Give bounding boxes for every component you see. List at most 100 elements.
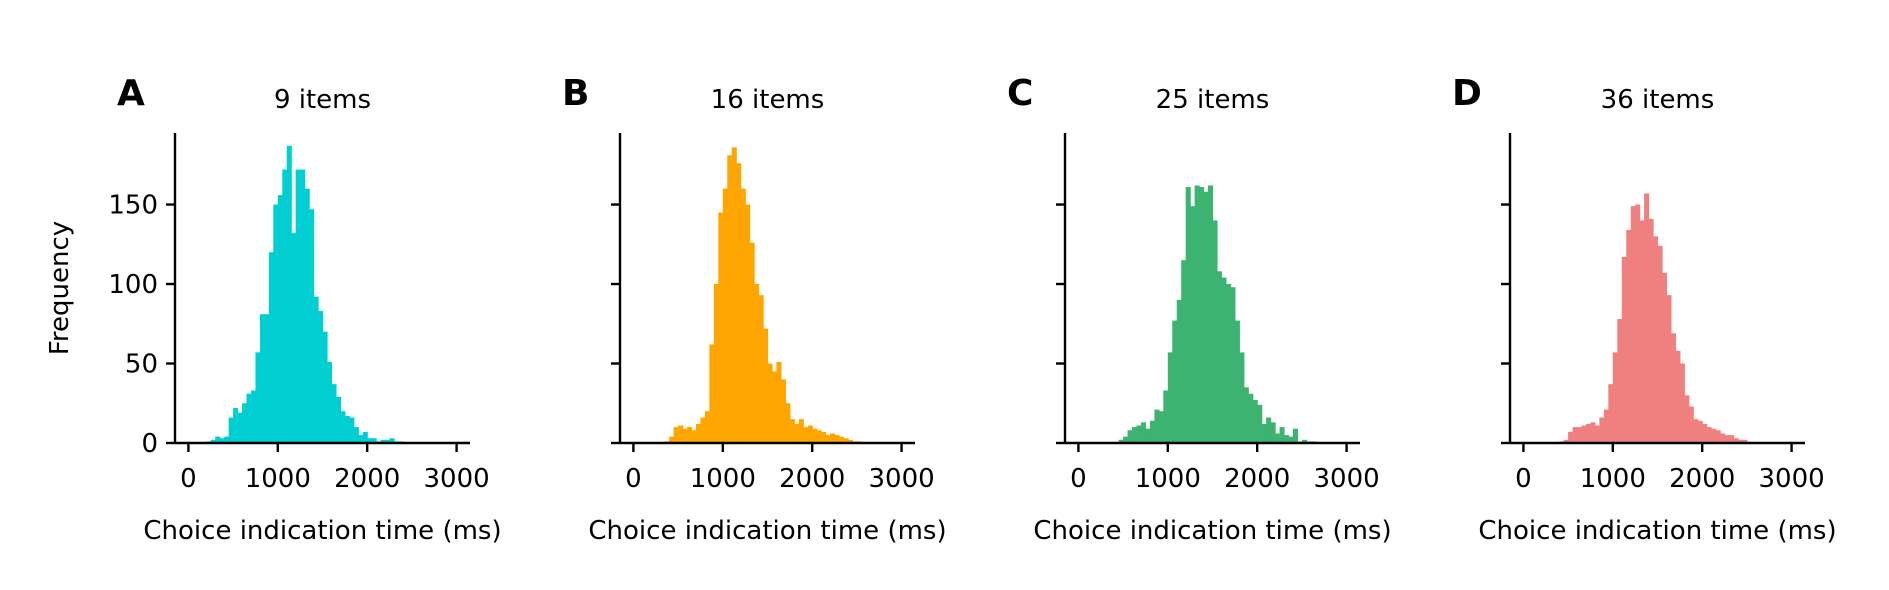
histogram-bar	[691, 430, 697, 443]
histogram-bar	[318, 311, 324, 443]
histogram-bar	[722, 188, 728, 443]
histogram-bar	[1697, 420, 1703, 443]
histogram-bar	[789, 419, 795, 443]
histogram-bar	[1670, 333, 1676, 443]
histogram-bar	[794, 423, 800, 443]
histogram-bar	[727, 155, 733, 443]
x-tick-label: 2000	[334, 464, 400, 494]
histogram-bar	[1702, 423, 1708, 443]
histogram-bar	[1154, 409, 1160, 443]
x-tick-label: 2000	[1669, 464, 1735, 494]
histogram-bar	[1635, 204, 1641, 443]
histogram-bar	[1630, 206, 1636, 443]
histogram-bar	[268, 252, 274, 443]
histogram-bar	[1172, 320, 1178, 443]
histogram-bar	[242, 403, 248, 443]
histogram-bar	[763, 328, 769, 443]
histogram-bar	[1742, 439, 1748, 443]
histogram-bar	[353, 427, 359, 443]
x-axis-label: Choice indication time (ms)	[143, 516, 501, 546]
panel-title: 36 items	[1601, 85, 1715, 115]
histogram-bar	[1733, 438, 1739, 443]
y-axis-label: Frequency	[45, 221, 75, 355]
panel-title: 16 items	[711, 85, 825, 115]
histogram-bar	[745, 204, 751, 443]
panel-letter: C	[1007, 73, 1033, 114]
histogram-bar	[749, 242, 755, 443]
histogram-bar	[300, 169, 306, 444]
histogram-bars	[1118, 185, 1316, 443]
x-tick-label: 3000	[1314, 464, 1380, 494]
histogram-bar	[322, 331, 328, 443]
histogram-bar	[1711, 428, 1717, 443]
histogram-bar	[255, 352, 261, 443]
histogram-bar	[687, 427, 693, 443]
histogram-bar	[834, 435, 840, 443]
histogram-bar	[224, 436, 230, 443]
histogram-bar	[282, 169, 288, 444]
x-tick-label: 0	[180, 464, 197, 494]
histogram-bar	[309, 209, 315, 443]
y-tick-label: 150	[108, 191, 158, 221]
histogram-bar	[807, 425, 813, 443]
histogram-bar	[803, 427, 809, 443]
histogram-bar	[1257, 404, 1263, 443]
histogram-bar	[798, 419, 804, 443]
x-tick-label: 1000	[245, 464, 311, 494]
histogram-bar	[1158, 411, 1164, 443]
histogram-bar	[812, 428, 818, 443]
histogram-bar	[682, 428, 688, 443]
histogram-bar	[718, 212, 724, 443]
histogram-bar	[326, 361, 333, 443]
histogram-bar	[237, 412, 243, 443]
histogram-bar	[1132, 427, 1138, 443]
histogram-bar	[286, 145, 292, 443]
histogram-bar	[246, 393, 252, 443]
histogram-bar	[1563, 439, 1569, 443]
histogram-bar	[273, 204, 279, 443]
histogram-bar	[1279, 427, 1285, 443]
histogram-bar	[1688, 406, 1694, 443]
histogram-bar	[843, 438, 849, 443]
histogram-bar	[1301, 439, 1307, 443]
histogram-bar	[816, 430, 822, 443]
x-tick-label: 0	[1070, 464, 1087, 494]
histogram-bars	[1559, 193, 1748, 443]
histogram-bar	[1585, 423, 1592, 443]
histogram-bar	[335, 396, 341, 443]
histogram-bar	[731, 147, 737, 444]
histogram-bar	[1118, 439, 1124, 443]
histogram-bar	[389, 438, 395, 443]
x-tick-label: 3000	[424, 464, 490, 494]
histogram-bar	[785, 403, 791, 443]
histogram-bar	[1724, 435, 1730, 443]
histogram-bar	[1230, 287, 1236, 443]
histogram-bar	[830, 433, 836, 443]
histogram-bar	[754, 284, 760, 443]
histogram-bar	[678, 425, 684, 443]
histogram-bar	[758, 295, 764, 443]
histogram-bar	[1666, 295, 1672, 443]
histogram-bar	[291, 233, 297, 443]
histogram-bar	[313, 296, 319, 443]
histogram-bar	[1675, 350, 1681, 443]
histogram-bar	[1572, 427, 1578, 443]
histogram-bars	[206, 145, 404, 444]
histogram-bar	[1715, 430, 1721, 443]
histogram-bar	[259, 314, 265, 443]
histogram-bar	[228, 417, 234, 443]
histogram-bar	[219, 438, 225, 443]
x-axis-label: Choice indication time (ms)	[588, 516, 946, 546]
histogram-bar	[362, 431, 368, 443]
histogram-bar	[767, 363, 773, 443]
histogram-bar	[1608, 384, 1614, 443]
x-tick-label: 1000	[1135, 464, 1201, 494]
histogram-bar	[1203, 191, 1209, 443]
histogram-bar	[1261, 423, 1267, 443]
histogram-bar	[1243, 387, 1249, 443]
histogram-bar	[250, 390, 257, 443]
y-tick-label: 50	[125, 350, 158, 380]
histogram-bar	[1149, 420, 1155, 443]
histogram-bar	[1599, 417, 1605, 443]
histogram-bar	[1136, 425, 1142, 443]
